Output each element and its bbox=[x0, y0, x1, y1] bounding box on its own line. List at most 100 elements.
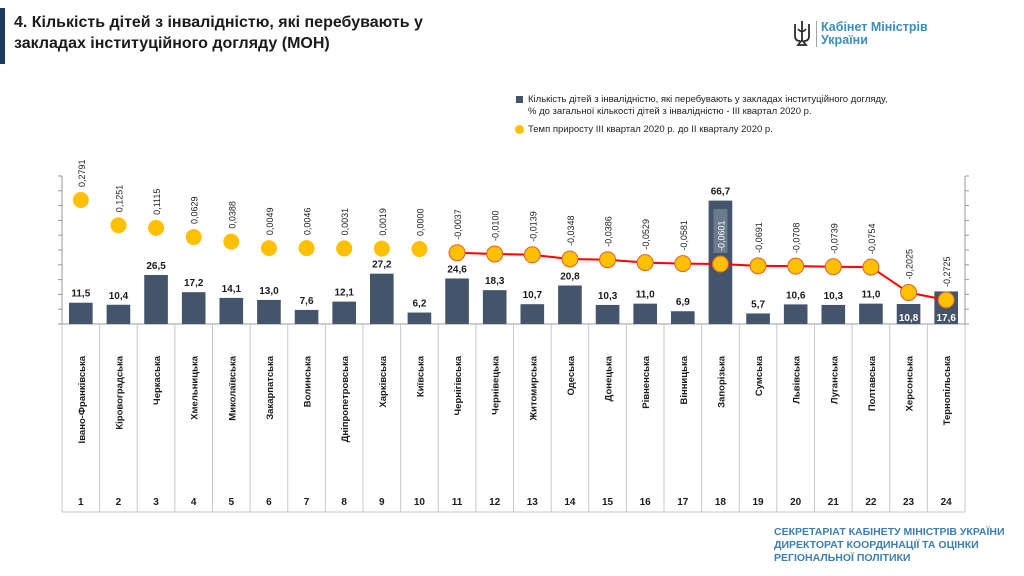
rank-label: 23 bbox=[903, 497, 915, 508]
bar-value-label: 13,0 bbox=[259, 286, 279, 297]
bar bbox=[482, 290, 507, 324]
rank-label: 15 bbox=[602, 497, 614, 508]
bar-value-label: 10,3 bbox=[824, 291, 844, 302]
bar-value-label: 11,5 bbox=[71, 289, 90, 300]
category-label: Полтавська bbox=[867, 355, 878, 411]
growth-rate-label: -0,0739 bbox=[829, 223, 839, 254]
bar-value-label: 7,6 bbox=[300, 296, 314, 307]
category-label: Закарпатська bbox=[265, 355, 276, 420]
rank-label: 5 bbox=[229, 497, 235, 508]
growth-rate-label: -0,2025 bbox=[905, 249, 915, 280]
category-label: Житомирська bbox=[528, 355, 539, 421]
bar bbox=[821, 304, 846, 324]
bar-value-label: 11,0 bbox=[861, 290, 880, 301]
category-label: Волинська bbox=[303, 355, 314, 407]
bar bbox=[257, 299, 281, 324]
rank-label: 24 bbox=[941, 497, 953, 508]
rank-label: 12 bbox=[489, 497, 501, 508]
legend-bars-label: Кількість дітей з інвалідністю, які пере… bbox=[528, 94, 888, 117]
growth-rate-dot bbox=[523, 246, 541, 264]
growth-rate-label: 0,1115 bbox=[152, 189, 162, 215]
growth-rate-dot bbox=[336, 240, 353, 257]
bar bbox=[181, 292, 206, 324]
legend-bar-swatch bbox=[516, 96, 523, 103]
category-label: Чернігівська bbox=[453, 355, 464, 415]
growth-rate-label: -0,0691 bbox=[754, 222, 764, 253]
bar bbox=[144, 274, 168, 324]
bar-value-label: 11,0 bbox=[636, 290, 655, 301]
bar-value-label: 17,6 bbox=[936, 313, 956, 324]
growth-rate-dot bbox=[599, 251, 617, 269]
growth-rate-dot bbox=[260, 240, 277, 257]
category-label: Сумська bbox=[754, 355, 765, 396]
bar-value-label: 14,1 bbox=[222, 284, 242, 295]
rank-label: 3 bbox=[153, 497, 159, 508]
bar-value-label: 18,3 bbox=[485, 276, 505, 287]
category-label: Миколаївська bbox=[227, 355, 238, 420]
growth-rate-dot bbox=[561, 250, 579, 268]
legend-dots-label: Темп приросту ІІІ квартал 2020 р. до ІІ … bbox=[528, 124, 773, 135]
bar-value-label: 17,2 bbox=[184, 278, 204, 289]
growth-rate-label: -0,0100 bbox=[491, 210, 501, 241]
growth-rate-dot bbox=[373, 240, 390, 257]
rank-label: 7 bbox=[304, 497, 310, 508]
growth-rate-label: -0,2725 bbox=[942, 256, 952, 287]
growth-rate-label: 0,0388 bbox=[227, 201, 237, 229]
growth-rate-label: -0,0601 bbox=[716, 220, 726, 251]
rank-label: 2 bbox=[116, 497, 122, 508]
logo-text: Кабінет Міністрів України bbox=[816, 21, 928, 47]
bar-value-label: 27,2 bbox=[372, 260, 392, 271]
growth-rate-dot bbox=[787, 257, 805, 275]
category-label: Чернівецька bbox=[491, 355, 502, 415]
bar-value-label: 20,8 bbox=[560, 272, 580, 283]
bar-value-label: 10,7 bbox=[523, 290, 543, 301]
growth-rate-dot bbox=[223, 233, 240, 250]
category-label: Одеська bbox=[566, 355, 577, 395]
growth-rate-label: 0,0046 bbox=[303, 208, 313, 236]
growth-rate-label: 0,0629 bbox=[190, 197, 200, 225]
accent-bar bbox=[0, 8, 5, 64]
bar-value-label: 6,2 bbox=[412, 299, 426, 310]
growth-rate-dot bbox=[824, 258, 842, 276]
bar-value-label: 10,3 bbox=[598, 291, 618, 302]
rank-label: 6 bbox=[266, 497, 272, 508]
rank-label: 20 bbox=[790, 497, 802, 508]
bar-value-label: 10,6 bbox=[786, 290, 806, 301]
category-label: Вінницька bbox=[679, 355, 690, 404]
legend-item-dots: Темп приросту ІІІ квартал 2020 р. до ІІ … bbox=[515, 124, 887, 136]
growth-rate-dot bbox=[448, 244, 466, 262]
growth-rate-dot bbox=[711, 255, 729, 273]
growth-rate-label: -0,0348 bbox=[566, 215, 576, 246]
category-label: Донецька bbox=[604, 355, 615, 401]
bar bbox=[69, 302, 93, 324]
category-label: Івано-Франківська bbox=[77, 355, 88, 443]
bar-value-label: 12,1 bbox=[334, 288, 354, 299]
bar-value-label: 24,6 bbox=[447, 264, 467, 275]
growth-rate-dot bbox=[486, 245, 504, 263]
growth-rate-dot bbox=[900, 284, 918, 301]
bar-value-label: 10,8 bbox=[899, 313, 919, 324]
growth-rate-dot bbox=[185, 229, 202, 246]
rank-label: 11 bbox=[452, 497, 463, 508]
bar bbox=[595, 304, 620, 324]
rank-label: 14 bbox=[564, 497, 576, 508]
growth-rate-dot bbox=[110, 217, 127, 234]
rank-label: 19 bbox=[753, 497, 765, 508]
bar-value-label: 6,9 bbox=[676, 297, 690, 308]
category-label: Запорізька bbox=[716, 355, 727, 408]
chart-legend: Кількість дітей з інвалідністю, які пере… bbox=[515, 94, 888, 142]
category-label: Львівська bbox=[792, 355, 803, 403]
category-label: Тернопільська bbox=[942, 355, 953, 425]
bar bbox=[332, 301, 356, 324]
growth-rate-label: 0,0000 bbox=[415, 208, 425, 236]
growth-rate-label: 0,0019 bbox=[378, 208, 388, 236]
growth-rate-label: 0,2791 bbox=[77, 159, 87, 187]
bar-value-label: 66,7 bbox=[711, 187, 731, 198]
bar bbox=[558, 285, 582, 324]
rank-label: 9 bbox=[379, 497, 385, 508]
bar bbox=[106, 304, 131, 324]
bar bbox=[859, 303, 883, 324]
slide-title: 4. Кількість дітей з інвалідністю, які п… bbox=[14, 14, 423, 52]
category-label: Хмельницька bbox=[190, 355, 201, 420]
bar bbox=[294, 309, 319, 324]
